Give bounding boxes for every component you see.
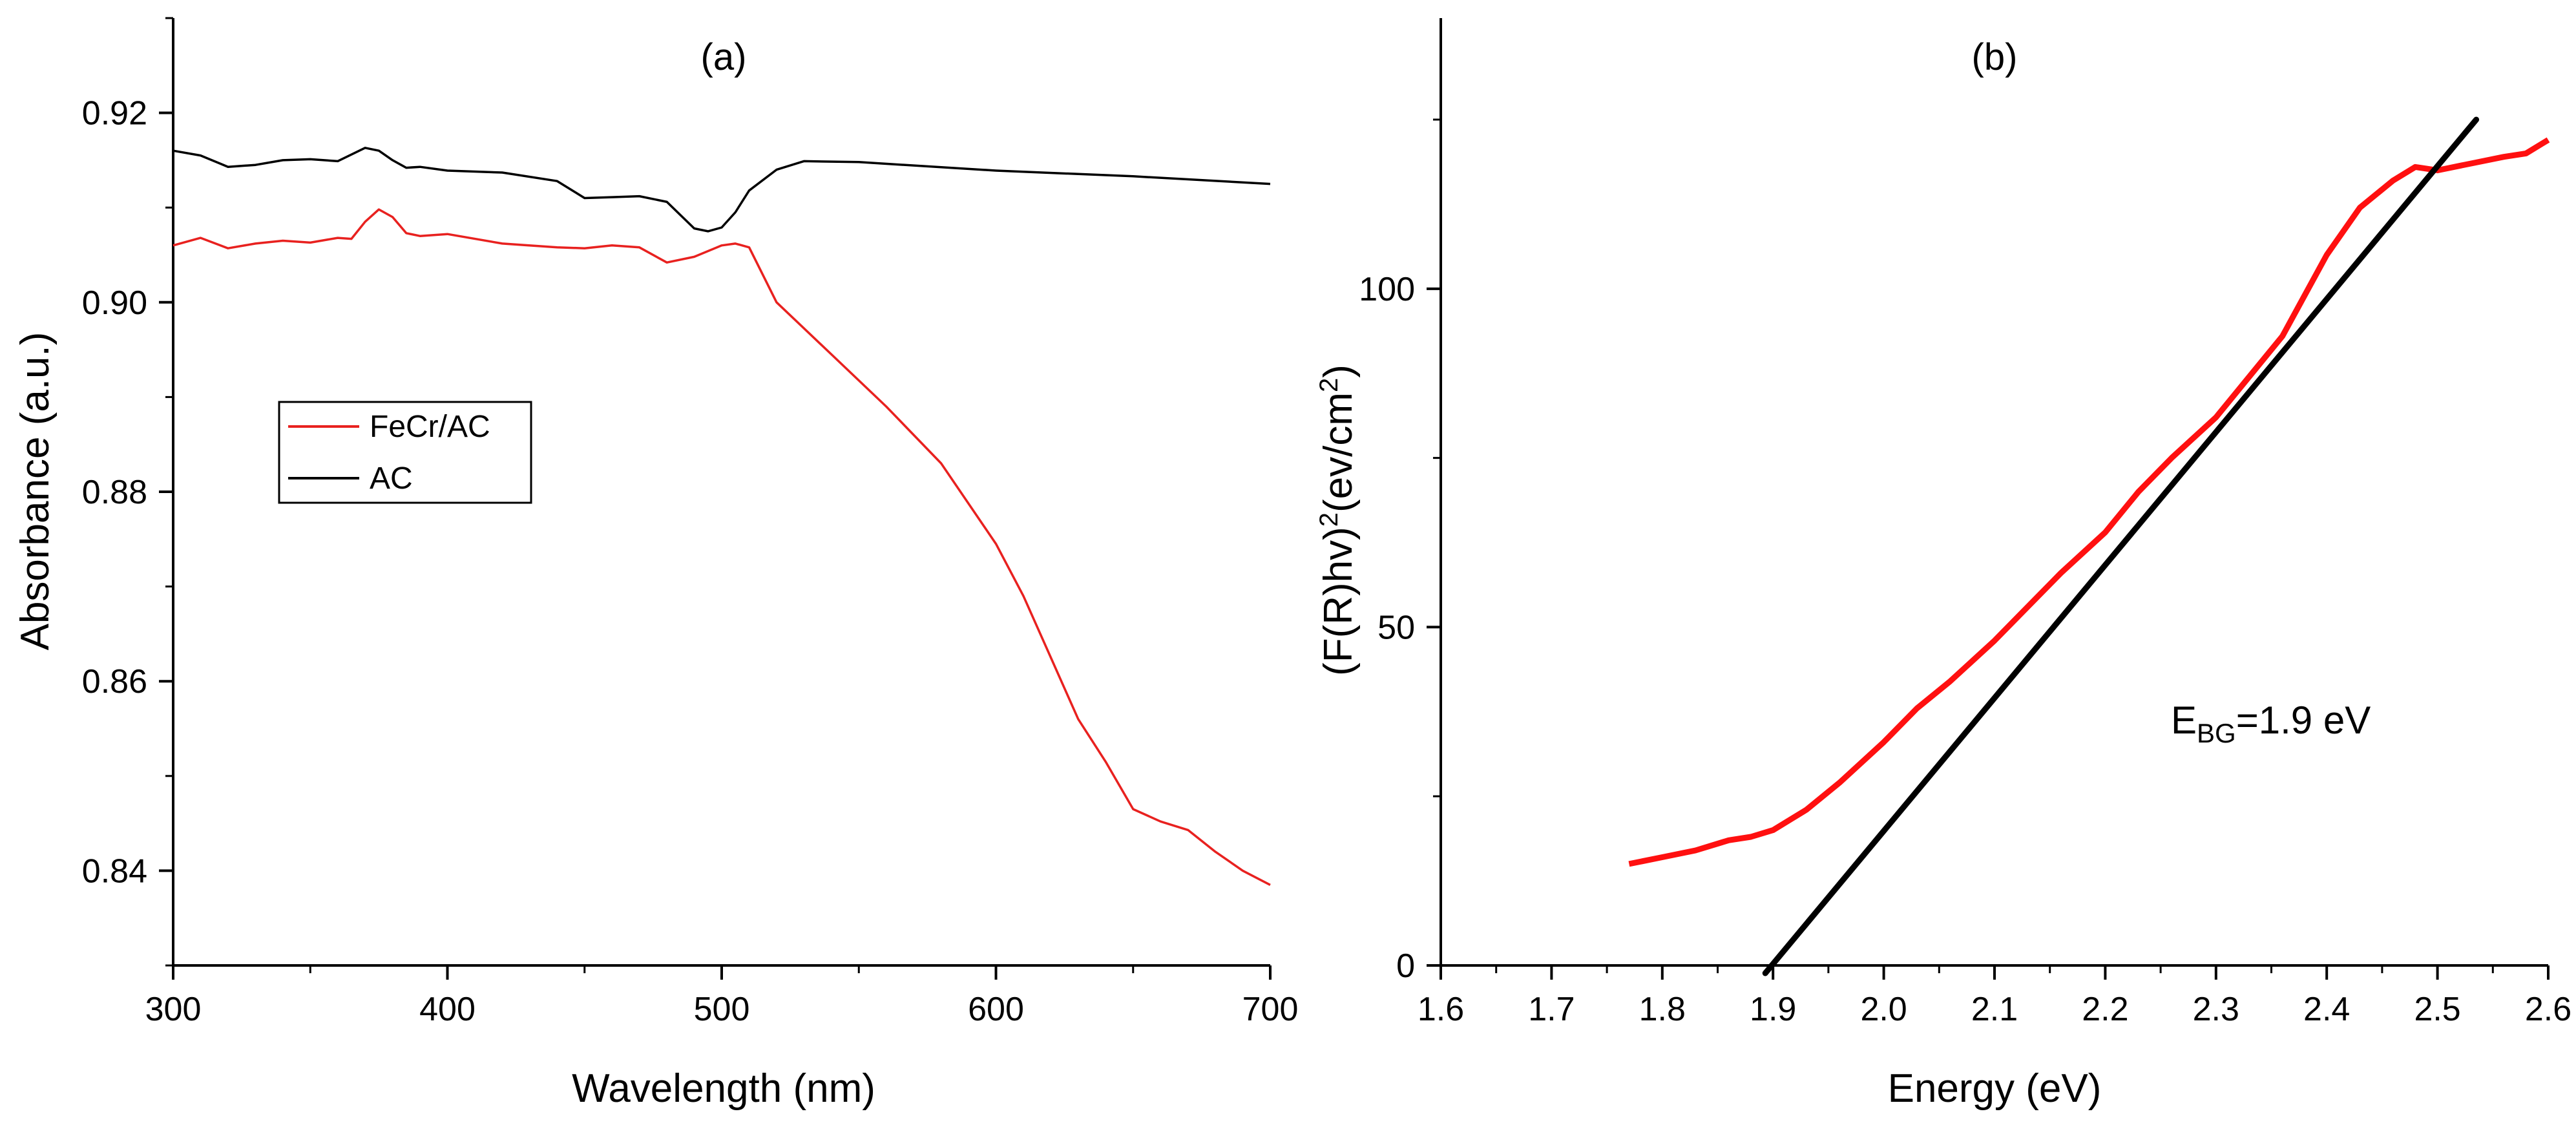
- x-tick-label: 1.7: [1528, 991, 1575, 1028]
- y-tick-label: 0.86: [82, 663, 147, 700]
- x-tick-label: 2.4: [2303, 991, 2350, 1028]
- panel-a-x-ticks: 300 400 500 600 700: [145, 965, 1299, 1028]
- series-line-fecr-ac: [173, 208, 1271, 886]
- x-tick-label: 1.8: [1639, 991, 1686, 1028]
- y-tick-label: 0.92: [82, 95, 147, 132]
- series-line-absorption-data: [1628, 137, 2550, 867]
- y-tick-label: 100: [1359, 271, 1415, 308]
- y-tick-label: 50: [1377, 609, 1415, 646]
- panel-b-x-ticks: 1.6 1.7 1.8 1.9 2.0 2.1 2.2 2.3 2.4 2.5 2.6: [1418, 965, 2571, 1028]
- x-tick-label: 300: [145, 991, 202, 1028]
- legend-label-ac: AC: [370, 461, 413, 496]
- panel-b-series-group: [1628, 116, 2550, 976]
- x-tick-label: 2.2: [2082, 991, 2128, 1028]
- x-tick-label: 2.6: [2525, 991, 2571, 1028]
- panel-b-x-axis-title: Energy (eV): [1888, 1066, 2102, 1111]
- panel-b-label: (b): [1972, 36, 2018, 78]
- panel-a-x-axis-title: Wavelength (nm): [572, 1066, 875, 1111]
- x-tick-label: 400: [419, 991, 476, 1028]
- y-tick-label: 0.90: [82, 284, 147, 322]
- panel-a-label: (a): [701, 36, 747, 78]
- panel-b-y-ticks: 0 50 100: [1359, 118, 1441, 985]
- x-tick-label: 600: [968, 991, 1024, 1028]
- legend-box: [278, 401, 532, 504]
- panel-a-y-axis-title: Absorbance (a.u.): [13, 332, 58, 651]
- y-tick-label: 0.88: [82, 474, 147, 511]
- x-tick-label: 700: [1242, 991, 1299, 1028]
- panel-a-series-group: [173, 147, 1271, 886]
- panel-a-legend: FeCr/AC AC: [278, 401, 532, 504]
- x-tick-label: 2.3: [2193, 991, 2239, 1028]
- y-tick-label: 0.84: [82, 852, 147, 890]
- x-tick-label: 500: [694, 991, 750, 1028]
- x-tick-label: 1.9: [1750, 991, 1796, 1028]
- legend-label-fecr-ac: FeCr/AC: [370, 410, 490, 444]
- band-gap-annotation: EBG=1.9 eV: [2171, 699, 2371, 748]
- x-tick-label: 2.5: [2414, 991, 2460, 1028]
- series-line-ac: [173, 147, 1271, 233]
- x-tick-label: 2.0: [1860, 991, 1907, 1028]
- x-tick-label: 2.1: [1971, 991, 2018, 1028]
- panel-a-chart: 300 400 500 600 700 0.84 0.86 0.88 0.90 0.92 (a)…: [13, 17, 1299, 1111]
- x-tick-label: 1.6: [1418, 991, 1464, 1028]
- y-tick-label: 0: [1396, 947, 1415, 985]
- series-line-linear-fit: [1762, 116, 2480, 976]
- panel-b-chart: 1.6 1.7 1.8 1.9 2.0 2.1 2.2 2.3 2.4 2.5 2.6 0 50 100…: [1315, 18, 2571, 1111]
- panel-a-y-ticks: 0.84 0.86 0.88 0.90 0.92: [82, 17, 173, 967]
